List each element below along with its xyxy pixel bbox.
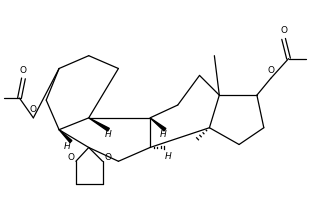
Text: O: O	[280, 26, 287, 35]
Text: O: O	[267, 66, 274, 75]
Text: H: H	[105, 131, 112, 140]
Text: O: O	[104, 153, 111, 162]
Text: O: O	[67, 153, 74, 162]
Text: H: H	[64, 142, 71, 151]
Text: O: O	[30, 105, 37, 114]
Polygon shape	[150, 118, 166, 131]
Polygon shape	[59, 130, 72, 143]
Text: H: H	[165, 152, 171, 161]
Text: H: H	[160, 131, 166, 140]
Text: O: O	[20, 66, 27, 75]
Polygon shape	[89, 118, 109, 131]
